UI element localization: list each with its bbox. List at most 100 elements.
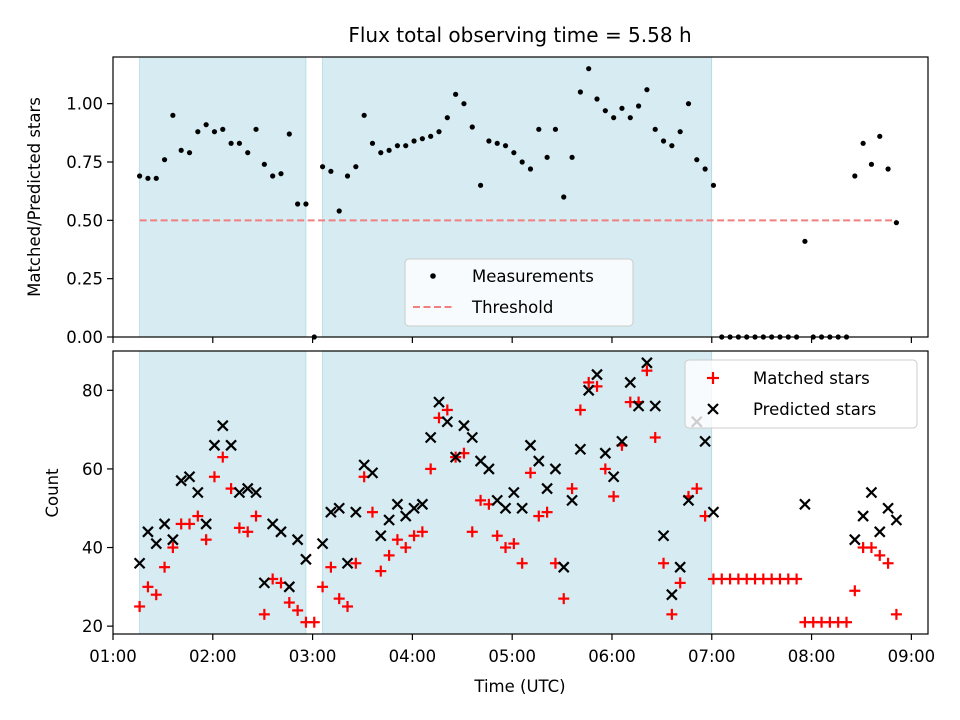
predicted-star-stroke-b <box>158 518 171 530</box>
predicted-star-stroke-b <box>350 506 362 518</box>
measurement-point <box>153 175 159 181</box>
matched-star-point <box>466 526 478 538</box>
matched-star-point <box>508 538 520 550</box>
predicted-star-point <box>849 533 861 546</box>
measurement-point <box>652 126 658 132</box>
predicted-star-point <box>533 455 545 467</box>
predicted-star-point <box>641 357 653 369</box>
predicted-star-point <box>142 526 154 538</box>
legend-measurements-marker <box>430 273 436 279</box>
matched-star-point <box>658 557 670 569</box>
ratio-y-tick-label: 0.25 <box>66 270 103 289</box>
predicted-star-point <box>341 557 354 570</box>
matched-star-point <box>416 526 428 538</box>
measurement-point <box>220 126 226 132</box>
predicted-star-stroke-b <box>275 526 287 538</box>
ratio-y-tick-label: 0.75 <box>66 153 103 172</box>
matched-star-point <box>874 549 886 561</box>
measurement-point <box>211 129 218 135</box>
time-x-tick-label: 01:00 <box>89 647 137 666</box>
predicted-star-point <box>433 396 445 408</box>
predicted-star-point <box>192 486 204 499</box>
predicted-star-stroke-b <box>383 514 395 526</box>
matched-star-point <box>383 549 395 561</box>
predicted-star-point <box>258 577 271 589</box>
matched-star-point <box>583 376 595 388</box>
measurement-point <box>295 201 301 207</box>
matched-star-point <box>408 530 420 542</box>
ratio-x-ticks <box>112 337 912 343</box>
matched-star-point <box>184 518 196 530</box>
measurement-point <box>527 166 534 172</box>
predicted-star-point <box>291 533 304 546</box>
predicted-star-point <box>582 384 595 397</box>
measurement-point <box>477 182 484 188</box>
observing-window <box>322 350 713 635</box>
measurement-point <box>802 238 808 244</box>
predicted-star-stroke-b <box>890 514 903 526</box>
measurement-point <box>145 175 151 181</box>
ratio-y-tick-label: 0.50 <box>66 211 103 230</box>
predicted-star-point <box>707 506 720 518</box>
predicted-star-stroke-b <box>865 486 878 499</box>
legend-measurements-label: Measurements <box>472 267 594 286</box>
matched-star-point <box>882 557 894 569</box>
matched-star-point <box>159 561 171 573</box>
measurement-point <box>552 126 559 132</box>
measurement-point <box>710 182 717 188</box>
predicted-star-stroke-b <box>524 439 537 452</box>
measurement-point <box>702 166 708 172</box>
matched-star-point <box>475 494 487 506</box>
predicted-star-point <box>250 486 262 499</box>
matched-star-point <box>208 471 220 483</box>
predicted-star-stroke-b <box>591 368 603 381</box>
predicted-star-point <box>599 447 612 459</box>
matched-star-point <box>890 608 902 620</box>
predicted-star-point <box>175 474 187 487</box>
measurement-point <box>378 150 384 156</box>
predicted-star-stroke-b <box>150 537 163 550</box>
matched-star-point <box>865 542 877 554</box>
predicted-star-point <box>216 419 229 432</box>
predicted-star-point <box>890 514 903 526</box>
measurement-point <box>893 220 899 226</box>
predicted-star-stroke-b <box>607 470 620 483</box>
predicted-star-point <box>607 470 620 483</box>
predicted-star-stroke-b <box>266 518 279 530</box>
predicted-star-point <box>508 486 520 499</box>
predicted-star-point <box>873 526 886 538</box>
time-x-tick-label: 08:00 <box>788 647 836 666</box>
predicted-star-stroke-b <box>616 435 628 448</box>
measurement-point <box>536 126 542 132</box>
predicted-star-point <box>225 439 237 452</box>
legend-matched-label: Matched stars <box>753 369 870 388</box>
matched-star-point <box>333 593 345 605</box>
matched-star-point <box>317 581 329 593</box>
matched-star-point <box>342 600 354 612</box>
measurement-point <box>685 101 692 107</box>
count-y-axis: 20 40 60 80 <box>82 381 113 636</box>
measurement-point <box>369 140 376 146</box>
measurement-point <box>586 66 592 72</box>
predicted-star-stroke-b <box>666 588 678 601</box>
matched-star-point <box>608 490 620 502</box>
matched-star-point <box>674 577 686 589</box>
time-x-tick-label: 02:00 <box>189 647 237 666</box>
predicted-star-stroke-b <box>707 506 720 518</box>
predicted-star-point <box>283 581 296 593</box>
predicted-star-stroke-b <box>341 557 354 570</box>
matched-star-point <box>491 530 503 542</box>
measurement-point <box>137 173 143 179</box>
measurement-point <box>436 129 442 135</box>
predicted-star-stroke-b <box>283 581 296 593</box>
count-y-tick-label: 20 <box>82 617 103 636</box>
predicted-star-stroke-b <box>333 502 345 515</box>
predicted-star-stroke-b <box>624 376 637 389</box>
measurement-point <box>619 105 625 111</box>
measurement-point <box>203 122 209 128</box>
predicted-star-stroke-b <box>516 502 528 515</box>
count-y-tick-label: 60 <box>82 460 103 479</box>
predicted-star-point <box>233 486 246 499</box>
measurement-point <box>161 157 168 163</box>
